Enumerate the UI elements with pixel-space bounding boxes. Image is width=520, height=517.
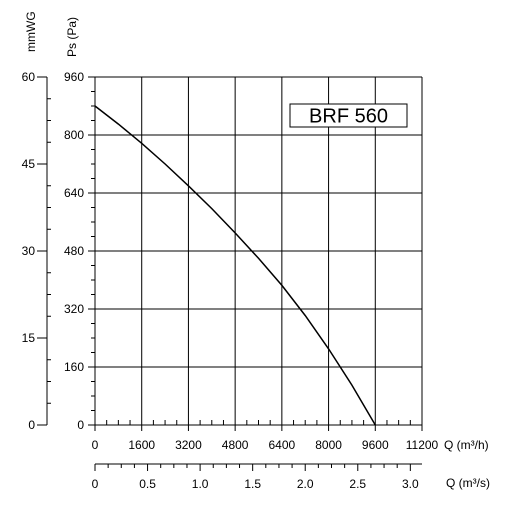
y-tick-label: 800 [64,128,84,142]
pressure-curve [94,105,376,426]
left-tick-label: 0 [28,418,35,432]
left-axis-title: mmWG [24,11,38,52]
y-axis-title: Ps (Pa) [65,17,79,57]
x-tick-label: 1600 [128,438,155,452]
x-axis-title: Q (m³/h) [444,438,489,452]
y-tick-label: 160 [64,360,84,374]
x-tick-label: 11200 [406,438,439,452]
y-tick-label: 960 [64,70,84,84]
grid [95,76,423,425]
x-tick-label: 4800 [222,438,249,452]
y-tick-label: 480 [64,244,84,258]
x-tick-label: 0 [92,438,99,452]
x2-tick-label: 0.5 [139,477,156,491]
x-tick-label: 6400 [269,438,296,452]
x-tick-label: 3200 [175,438,202,452]
left-tick-label: 45 [22,157,36,171]
y-tick-label: 0 [77,418,84,432]
x-tick-label: 9600 [362,438,389,452]
x-tick-label: 8000 [315,438,342,452]
x2-tick-label: 2.5 [349,477,366,491]
y-tick-label: 320 [64,302,84,316]
x2-tick-label: 0 [92,477,99,491]
ticks [37,76,423,471]
x2-tick-label: 1.0 [192,477,209,491]
left-tick-label: 30 [22,244,36,258]
x2-tick-label: 1.5 [244,477,261,491]
model-label: BRF 560 [309,106,388,128]
x2-tick-label: 2.0 [297,477,314,491]
model-label-box [289,103,408,128]
left-tick-label: 60 [22,70,36,84]
x2-tick-label: 3.0 [402,477,419,491]
left-tick-label: 15 [22,331,36,345]
y-tick-label: 640 [64,186,84,200]
x2-axis-title: Q (m³/s) [446,476,490,490]
